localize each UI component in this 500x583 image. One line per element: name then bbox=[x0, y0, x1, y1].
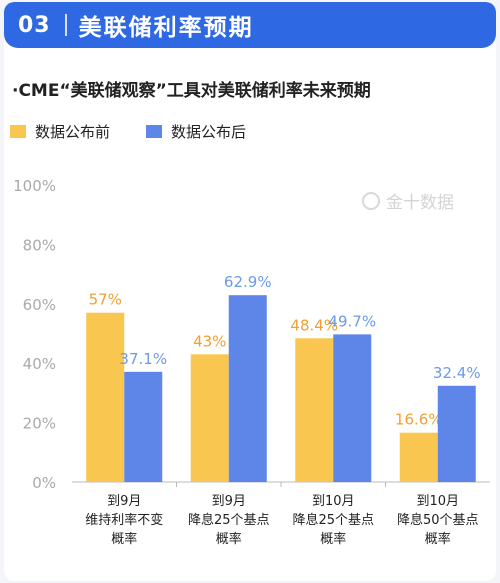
bar-after bbox=[333, 334, 372, 482]
x-category-label: 降息50个基点 bbox=[397, 512, 479, 528]
x-category-label: 概率 bbox=[111, 531, 137, 547]
section-header: 03 美联储利率预期 bbox=[4, 2, 496, 48]
y-tick-label: 100% bbox=[13, 177, 56, 195]
data-label: 57% bbox=[89, 291, 122, 309]
section-title: 美联储利率预期 bbox=[78, 15, 254, 41]
y-tick-label: 80% bbox=[23, 236, 56, 254]
bar-after bbox=[124, 371, 163, 482]
bar-before bbox=[399, 432, 438, 482]
data-label: 16.6% bbox=[395, 411, 443, 429]
data-label: 48.4% bbox=[290, 316, 338, 334]
x-category-label: 降息25个基点 bbox=[188, 512, 270, 528]
bar-after bbox=[228, 295, 267, 482]
x-category-label: 到9月 bbox=[107, 494, 141, 509]
x-category-label: 到10月 bbox=[312, 494, 355, 509]
chart-legend: 数据公布前 数据公布后 bbox=[10, 121, 282, 142]
data-label: 49.7% bbox=[328, 312, 376, 330]
data-label: 37.1% bbox=[119, 350, 167, 368]
bar-before bbox=[86, 312, 125, 482]
bar-after bbox=[437, 385, 476, 482]
legend-item-before: 数据公布前 bbox=[10, 121, 110, 142]
bar-before bbox=[190, 354, 229, 482]
bar-before bbox=[295, 338, 334, 482]
watermark-logo-icon bbox=[362, 191, 380, 210]
x-category-label: 到9月 bbox=[212, 494, 246, 509]
section-number: 03 bbox=[18, 12, 51, 38]
legend-label-before: 数据公布前 bbox=[35, 123, 111, 141]
y-tick-label: 40% bbox=[23, 355, 56, 373]
watermark-text: 金十数据 bbox=[386, 193, 454, 213]
chart-subtitle: ·CME“美联储观察”工具对美联储利率未来预期 bbox=[12, 81, 371, 101]
legend-item-after: 数据公布后 bbox=[146, 121, 246, 142]
x-category-label: 到10月 bbox=[416, 494, 459, 509]
y-tick-label: 0% bbox=[32, 474, 56, 492]
data-label: 62.9% bbox=[224, 273, 272, 291]
data-label: 32.4% bbox=[433, 364, 481, 382]
x-category-label: 降息25个基点 bbox=[292, 512, 374, 528]
watermark: 金十数据 bbox=[362, 188, 454, 213]
legend-label-after: 数据公布后 bbox=[171, 123, 247, 141]
data-label: 43% bbox=[193, 332, 226, 350]
header-divider bbox=[64, 14, 67, 36]
legend-swatch-before bbox=[10, 125, 26, 138]
y-tick-label: 20% bbox=[23, 415, 56, 433]
x-category-label: 概率 bbox=[425, 531, 451, 547]
legend-swatch-after bbox=[146, 125, 163, 138]
chart-card: 03 美联储利率预期 bbox=[4, 2, 496, 581]
x-category-label: 维持利率不变 bbox=[85, 512, 163, 528]
x-category-label: 概率 bbox=[320, 531, 346, 547]
y-tick-label: 60% bbox=[23, 296, 56, 314]
x-category-label: 概率 bbox=[216, 531, 242, 547]
